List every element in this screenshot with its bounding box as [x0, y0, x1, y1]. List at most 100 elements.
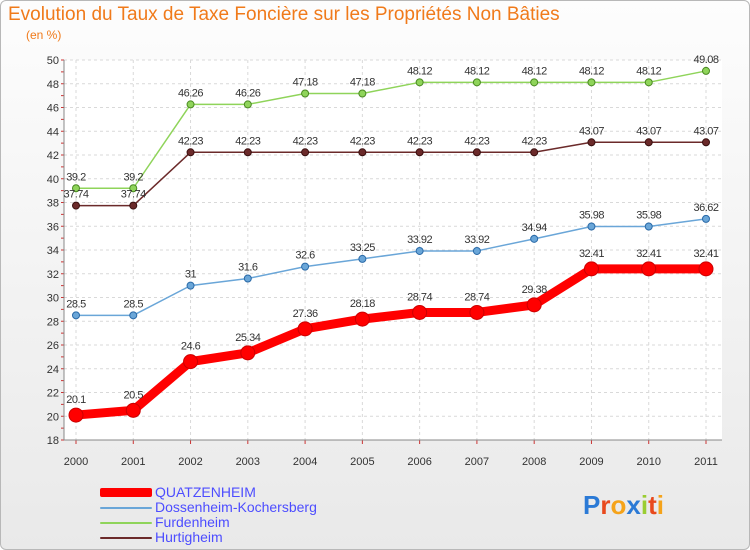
data-label-dossenheim-kochersberg: 32.6 [295, 250, 315, 262]
x-tick-label: 2008 [522, 456, 546, 468]
data-point-furdenheim [530, 78, 539, 87]
logo-letter: P [583, 490, 601, 520]
data-label-dossenheim-kochersberg: 33.92 [407, 234, 432, 246]
x-tick-label: 2002 [178, 456, 202, 468]
data-label-dossenheim-kochersberg: 34.94 [522, 222, 547, 234]
y-tick-label: 44 [47, 126, 59, 138]
y-tick-label: 22 [47, 388, 59, 400]
data-label-hurtigheim: 42.23 [350, 135, 375, 147]
logo-letter: r [600, 490, 611, 520]
data-point-furdenheim [587, 78, 596, 87]
data-point-quatzenheim [68, 407, 84, 423]
y-tick-label: 34 [47, 245, 59, 257]
data-label-quatzenheim: 24.6 [181, 341, 201, 353]
unit-label: (en %) [26, 28, 62, 42]
logo-letter: i [656, 490, 664, 520]
data-point-furdenheim [702, 66, 710, 75]
y-tick-label: 48 [47, 79, 59, 91]
data-point-furdenheim [186, 100, 195, 109]
data-point-hurtigheim [415, 148, 424, 157]
data-label-dossenheim-kochersberg: 33.92 [464, 234, 489, 246]
data-point-quatzenheim [183, 354, 199, 370]
logo-letter: o [610, 490, 627, 520]
data-point-furdenheim [415, 78, 424, 87]
y-tick-label: 18 [47, 435, 59, 447]
data-label-furdenheim: 48.12 [636, 65, 661, 77]
x-tick-label: 2000 [64, 456, 88, 468]
data-label-quatzenheim: 27.36 [293, 308, 318, 320]
data-point-furdenheim [301, 89, 310, 98]
logo-letter: x [626, 490, 641, 520]
proxiti-logo: Proxiti [583, 490, 664, 521]
data-point-hurtigheim [472, 148, 481, 157]
data-point-furdenheim [472, 78, 481, 87]
data-point-furdenheim [129, 184, 138, 193]
data-point-dossenheim-kochersberg [129, 311, 138, 320]
data-label-dossenheim-kochersberg: 28.5 [124, 298, 144, 310]
data-label-hurtigheim: 42.23 [522, 135, 547, 147]
series-line-quatzenheim [71, 264, 711, 420]
data-label-hurtigheim: 42.23 [464, 135, 489, 147]
x-tick-label: 2004 [293, 456, 317, 468]
data-point-dossenheim-kochersberg [415, 246, 424, 255]
data-label-furdenheim: 48.12 [522, 65, 547, 77]
x-tick-label: 2007 [465, 456, 489, 468]
data-point-dossenheim-kochersberg [358, 254, 367, 263]
data-point-furdenheim [358, 89, 367, 98]
data-label-quatzenheim: 28.74 [464, 291, 489, 303]
y-tick-label: 46 [47, 103, 59, 115]
y-tick-label: 30 [47, 293, 59, 305]
data-point-quatzenheim [412, 304, 428, 320]
y-tick-label: 26 [47, 340, 59, 352]
data-point-dossenheim-kochersberg [472, 246, 481, 255]
data-label-hurtigheim: 37.74 [121, 189, 146, 201]
data-label-dossenheim-kochersberg: 35.98 [636, 209, 661, 221]
data-label-hurtigheim: 37.74 [63, 189, 88, 201]
data-label-quatzenheim: 20.5 [124, 389, 144, 401]
legend-swatch-furdenheim [100, 522, 152, 524]
x-tick-label: 2003 [236, 456, 260, 468]
data-point-hurtigheim [301, 148, 310, 157]
data-label-quatzenheim: 20.1 [66, 394, 86, 406]
data-label-furdenheim: 49.08 [693, 54, 718, 66]
data-point-dossenheim-kochersberg [243, 274, 252, 283]
data-label-furdenheim: 46.26 [235, 87, 260, 99]
legend-swatch-hurtigheim [100, 537, 152, 539]
data-label-hurtigheim: 43.07 [636, 125, 661, 137]
data-point-hurtigheim [358, 148, 367, 157]
data-point-furdenheim [72, 184, 80, 193]
series-line-furdenheim [75, 70, 707, 189]
data-point-quatzenheim [641, 261, 657, 277]
data-point-quatzenheim [297, 321, 313, 337]
legend-label-quatzenheim: QUATZENHEIM [155, 484, 256, 500]
data-point-hurtigheim [702, 138, 710, 147]
data-label-dossenheim-kochersberg: 28.5 [66, 298, 86, 310]
data-point-quatzenheim [698, 261, 714, 277]
data-label-furdenheim: 48.12 [579, 65, 604, 77]
data-label-dossenheim-kochersberg: 35.98 [579, 209, 604, 221]
y-tick-label: 28 [47, 316, 59, 328]
data-point-hurtigheim [186, 148, 195, 157]
logo-letter: t [648, 490, 657, 520]
data-point-hurtigheim [644, 138, 653, 147]
data-label-quatzenheim: 28.74 [407, 291, 432, 303]
data-point-hurtigheim [587, 138, 596, 147]
legend-label-furdenheim: Furdenheim [155, 514, 230, 530]
data-label-hurtigheim: 43.07 [693, 125, 718, 137]
data-point-dossenheim-kochersberg [72, 311, 80, 320]
series-line-dossenheim-kochersberg [75, 218, 707, 317]
x-tick-label: 2001 [121, 456, 145, 468]
x-tick-label: 2006 [407, 456, 431, 468]
y-tick-label: 38 [47, 198, 59, 210]
data-label-hurtigheim: 42.23 [235, 135, 260, 147]
data-point-quatzenheim [125, 402, 141, 418]
data-point-hurtigheim [72, 201, 80, 210]
data-point-quatzenheim [240, 345, 256, 361]
y-tick-label: 32 [47, 269, 59, 281]
data-label-furdenheim: 46.26 [178, 87, 203, 99]
y-tick-label: 42 [47, 150, 59, 162]
y-tick-label: 24 [47, 364, 59, 376]
data-point-hurtigheim [530, 148, 539, 157]
data-label-furdenheim: 47.18 [293, 76, 318, 88]
data-label-hurtigheim: 42.23 [178, 135, 203, 147]
